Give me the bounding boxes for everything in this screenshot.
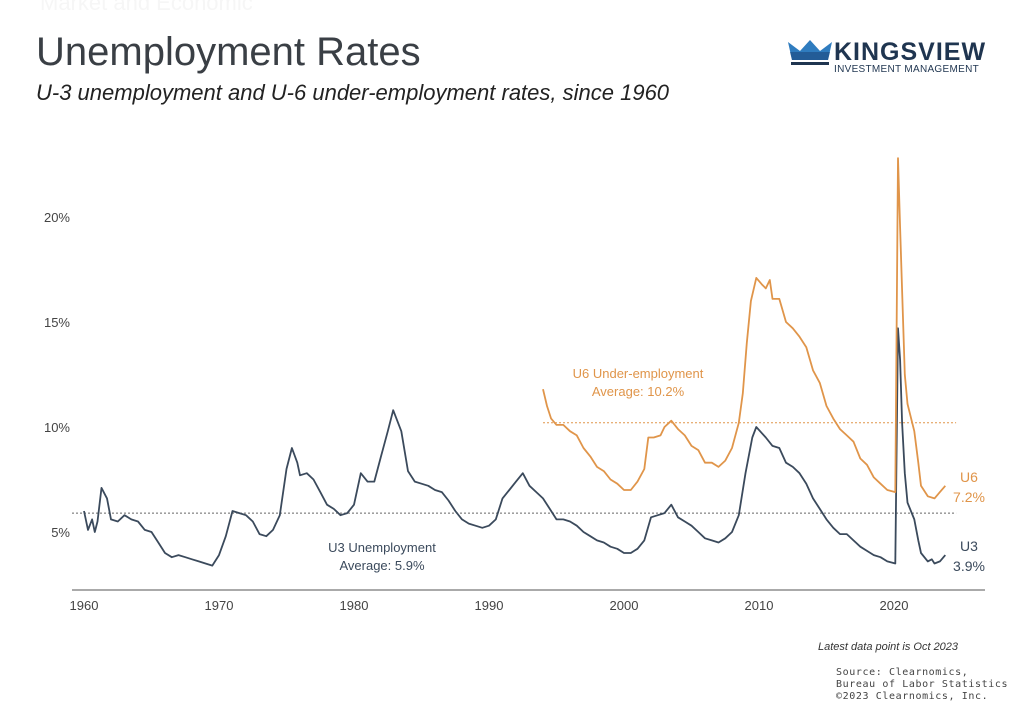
x-tick-label: 2010: [745, 598, 774, 613]
source-line: Bureau of Labor Statistics: [836, 679, 1009, 690]
u3-latest-value: 3.9%: [953, 558, 985, 574]
section-label: Market and Economic: [40, 0, 253, 15]
u3-name-label: U3: [960, 538, 978, 554]
u6-series-line: [542, 157, 946, 500]
source-line: ©2023 Clearnomics, Inc.: [836, 691, 989, 702]
u6-name-label: U6: [960, 469, 978, 485]
logo-tagline: INVESTMENT MANAGEMENT: [834, 64, 980, 75]
y-tick-label: 15%: [44, 315, 70, 330]
latest-data-note: Latest data point is Oct 2023: [818, 641, 959, 653]
source-note: Source: Clearnomics, Bureau of Labor Sta…: [836, 667, 1008, 703]
u3-average-annotation: Average: 5.9%: [339, 558, 424, 573]
x-tick-label: 1960: [70, 598, 99, 613]
y-tick-label: 5%: [51, 525, 70, 540]
x-tick-label: 2000: [610, 598, 639, 613]
u6-average-annotation: U6 Under-employment: [573, 366, 704, 381]
y-tick-label: 10%: [44, 420, 70, 435]
page-title: Unemployment Rates: [36, 30, 421, 74]
x-tick-label: 1970: [205, 598, 234, 613]
u6-latest-value: 7.2%: [953, 489, 985, 505]
y-tick-label: 20%: [44, 210, 70, 225]
x-tick-label: 1980: [340, 598, 369, 613]
u3-series-line: [83, 327, 946, 567]
source-line: Source: Clearnomics,: [836, 667, 969, 678]
logo-name: KINGSVIEW: [834, 38, 987, 66]
page-subtitle: U-3 unemployment and U-6 under-employmen…: [36, 80, 670, 105]
u6-average-annotation: Average: 10.2%: [592, 384, 685, 399]
kingsview-crown-icon: [788, 40, 832, 65]
x-tick-label: 1990: [475, 598, 504, 613]
u3-average-annotation: U3 Unemployment: [328, 540, 436, 555]
x-tick-label: 2020: [880, 598, 909, 613]
